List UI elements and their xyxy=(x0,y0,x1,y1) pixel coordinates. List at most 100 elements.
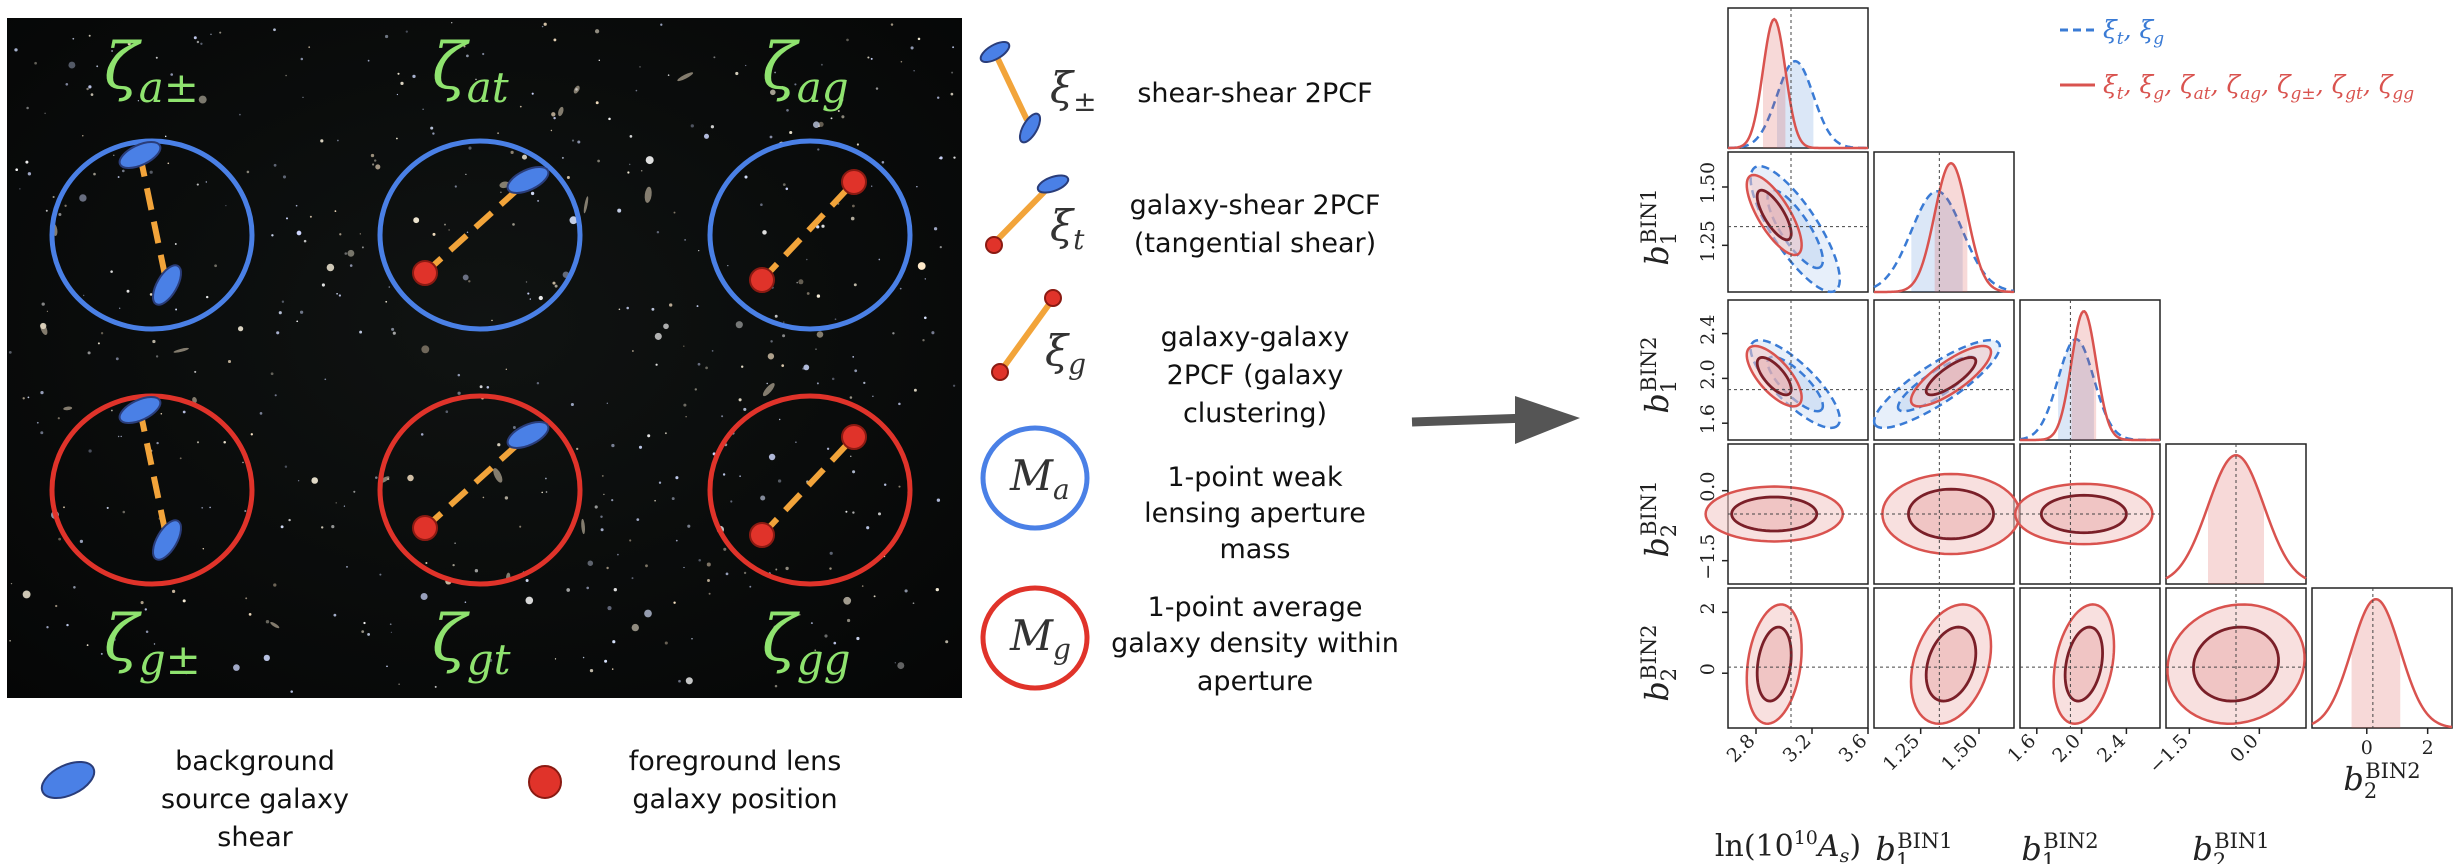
star xyxy=(25,160,29,164)
star xyxy=(58,212,62,217)
star xyxy=(798,613,801,616)
contour-68 xyxy=(1924,356,1978,397)
aperture-circle-icon xyxy=(980,425,1090,531)
star xyxy=(156,441,159,445)
key-symbol-sub: g xyxy=(1053,633,1071,666)
panel-label-sub: a± xyxy=(139,63,199,112)
star xyxy=(654,332,662,340)
star xyxy=(117,176,120,178)
star xyxy=(654,499,656,502)
star xyxy=(774,314,778,318)
star xyxy=(837,110,840,112)
star xyxy=(175,308,178,311)
star xyxy=(529,298,531,300)
star xyxy=(482,496,485,499)
star xyxy=(705,366,708,370)
star xyxy=(847,618,851,623)
legend-text-line: background xyxy=(175,746,335,777)
legend-symbol: ξ xyxy=(2103,70,2118,99)
galaxy-blob xyxy=(40,323,48,335)
star xyxy=(639,66,641,68)
panel-label-symbol: ζ xyxy=(762,602,800,676)
star xyxy=(613,588,617,592)
key-item-4: Mg 1-point average galaxy density within ap… xyxy=(980,585,1399,697)
panel-label: ζag xyxy=(762,30,849,112)
x-tick-label: 3.6 xyxy=(1835,730,1872,767)
shear-ellipse-icon xyxy=(979,40,1011,64)
star xyxy=(645,156,654,165)
star xyxy=(412,74,416,79)
star xyxy=(331,525,335,529)
galaxy-blob xyxy=(173,347,189,353)
x-tick-label: 3.2 xyxy=(1779,730,1816,767)
star xyxy=(474,569,479,573)
star xyxy=(326,263,335,272)
star xyxy=(856,636,860,641)
star xyxy=(802,367,805,370)
star xyxy=(448,229,450,231)
shear-ellipse xyxy=(152,264,182,306)
star xyxy=(697,362,701,366)
star xyxy=(782,334,786,338)
star xyxy=(15,168,19,172)
connector-line xyxy=(759,434,857,538)
star xyxy=(445,410,449,414)
galaxy-blob xyxy=(644,186,652,203)
star xyxy=(571,139,575,142)
star xyxy=(193,36,197,40)
star xyxy=(115,357,119,361)
star xyxy=(397,72,400,75)
star xyxy=(19,188,21,190)
star xyxy=(155,56,158,59)
star xyxy=(783,321,785,323)
star xyxy=(939,156,943,160)
x-axis-label-part: ) xyxy=(1849,829,1861,864)
axis-label-sub: 2 xyxy=(1657,524,1681,537)
marginal-curve xyxy=(2020,310,2160,442)
x-tick-label: 0 xyxy=(2361,737,2373,759)
galaxy-blob xyxy=(677,72,694,82)
axis-label-sup: BIN1 xyxy=(1897,829,1952,853)
star xyxy=(468,280,471,283)
star xyxy=(311,477,319,484)
star xyxy=(451,22,453,24)
star xyxy=(722,473,726,476)
star xyxy=(73,586,76,589)
star xyxy=(278,311,282,315)
star xyxy=(829,567,832,570)
star xyxy=(521,154,528,160)
star xyxy=(22,590,31,599)
star xyxy=(259,412,263,415)
star xyxy=(829,551,833,555)
star xyxy=(843,596,852,605)
shear-ellipse xyxy=(506,166,550,194)
axis-label-symbol: b xyxy=(1638,393,1676,413)
legend-symbol: , ζ xyxy=(2363,70,2394,99)
key-description-line: 2PCF (galaxy xyxy=(1167,360,1344,391)
star xyxy=(816,382,819,385)
star xyxy=(830,117,833,120)
star xyxy=(375,164,381,170)
star xyxy=(227,359,232,364)
star xyxy=(274,394,277,397)
x-tick-label: 2.4 xyxy=(2093,730,2130,767)
star xyxy=(290,690,293,693)
aperture-panel-ag: ζag xyxy=(707,30,913,332)
star xyxy=(420,433,424,436)
star xyxy=(512,426,516,429)
star xyxy=(687,524,691,528)
star xyxy=(432,132,435,135)
star xyxy=(335,502,337,504)
star xyxy=(270,372,274,376)
x-tick-label: 1.50 xyxy=(1937,730,1982,775)
star xyxy=(841,115,845,119)
star xyxy=(385,34,389,39)
star xyxy=(65,82,69,86)
star xyxy=(834,318,837,321)
star xyxy=(600,515,603,519)
star xyxy=(475,78,477,81)
star xyxy=(79,194,87,202)
star xyxy=(744,175,748,179)
